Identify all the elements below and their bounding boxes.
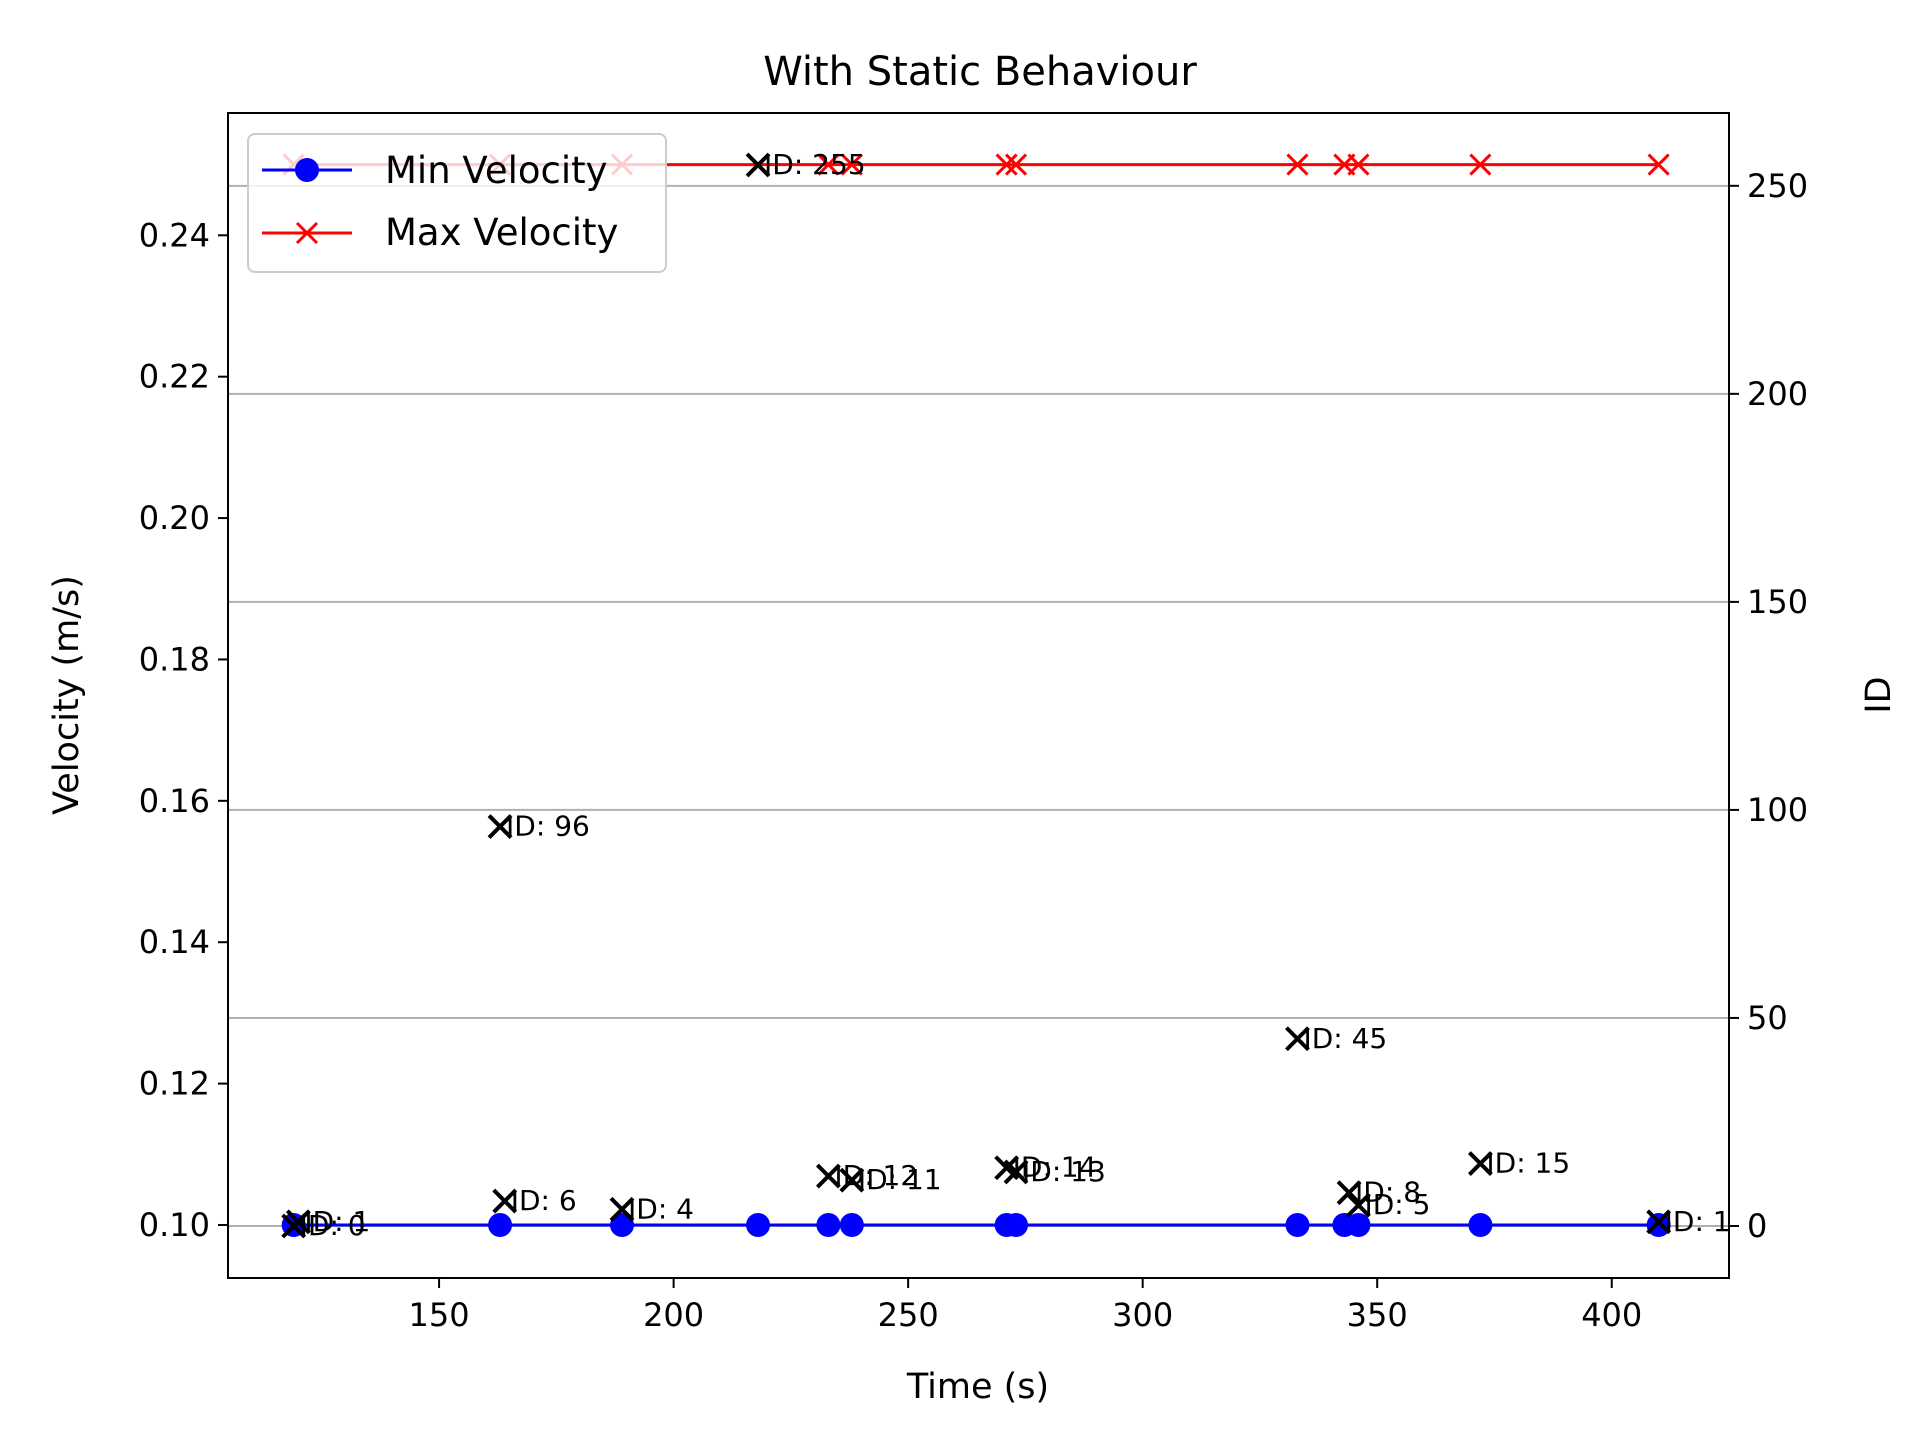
id-point: [1467, 1151, 1493, 1176]
id-point: [492, 1188, 518, 1214]
y-tick-label: 0.10: [139, 1206, 210, 1244]
min-velocity-point: [839, 1212, 864, 1237]
y-tick-label: 0.24: [139, 216, 210, 254]
max-velocity-point: [1004, 153, 1028, 176]
id-point-label: ID: 0: [300, 1209, 366, 1242]
y2-tick-label: 100: [1747, 791, 1808, 829]
y2-tick-label: 150: [1747, 583, 1808, 621]
y-tick-label: 0.16: [139, 782, 210, 820]
min-velocity-point: [1004, 1212, 1029, 1237]
legend: Min Velocity Max Velocity: [247, 133, 667, 273]
y2-tick-label: 0: [1747, 1207, 1767, 1245]
max-velocity-point: [1286, 153, 1309, 176]
id-point: [609, 1196, 635, 1222]
id-point: [1646, 1209, 1672, 1235]
id-point: [487, 814, 513, 839]
id-point-label: ID: 5: [1364, 1188, 1430, 1221]
id-point: [745, 152, 771, 178]
y-tick-label: 0.22: [139, 358, 210, 396]
id-point-label: ID: 14: [1013, 1151, 1097, 1184]
y2-axis-ticks: 0 50 100 150 200 250: [1729, 167, 1808, 1245]
legend-max-label: Max Velocity: [385, 211, 618, 254]
id-point-label: ID: 255: [764, 148, 866, 181]
y-axis-title: Velocity (m/s): [47, 575, 87, 815]
max-velocity-point: [840, 153, 863, 176]
id-point-label: ID: 6: [511, 1184, 577, 1217]
id-point-label: ID: 1: [1665, 1205, 1731, 1238]
id-point: [1346, 1192, 1371, 1218]
legend-max-marker: [295, 221, 319, 245]
min-velocity-point: [816, 1212, 841, 1237]
id-point: [285, 1209, 311, 1235]
y2-tick-label: 50: [1747, 999, 1788, 1037]
legend-min-label: Min Velocity: [385, 149, 608, 192]
legend-box: [247, 133, 667, 273]
id-point-label: ID: 11: [858, 1163, 942, 1196]
y2-axis-title: ID: [1859, 676, 1899, 713]
x-tick-label: 300: [1112, 1296, 1173, 1334]
x-axis-ticks: 150 200 250 300 350 400: [409, 1278, 1642, 1334]
y-tick-label: 0.20: [139, 499, 210, 537]
y-tick-label: 0.18: [139, 640, 210, 678]
id-point-label: ID: 1: [304, 1205, 370, 1238]
plot-frame: [227, 112, 1730, 1279]
x-tick-label: 200: [643, 1296, 704, 1334]
chart-title: With Static Behaviour: [763, 49, 1197, 95]
max-velocity-point: [1347, 153, 1370, 176]
y-tick-label: 0.12: [139, 1065, 210, 1103]
y2-tick-label: 200: [1747, 375, 1808, 413]
y-tick-label: 0.14: [139, 923, 210, 961]
y2-tick-label: 250: [1747, 167, 1808, 205]
max-velocity-point: [1469, 153, 1492, 176]
min-velocity-point: [1285, 1212, 1310, 1237]
id-point-label: ID: 8: [1355, 1176, 1421, 1209]
id-point: [1285, 1026, 1310, 1052]
id-point-label: ID: 15: [1486, 1147, 1570, 1180]
id-point-label: ID: 13: [1022, 1155, 1106, 1188]
x-tick-label: 150: [409, 1296, 470, 1334]
id-point: [1336, 1180, 1362, 1206]
min-velocity-point: [1468, 1212, 1493, 1237]
legend-min-marker: [295, 158, 319, 182]
min-velocity-point: [488, 1212, 513, 1237]
max-velocity-point: [1647, 153, 1670, 176]
y-axis-ticks: 0.10 0.12 0.14 0.16 0.18 0.20 0.22 0.24: [139, 216, 228, 1244]
id-point-label: ID: 4: [628, 1192, 694, 1225]
max-velocity-point: [817, 153, 840, 176]
max-velocity-point: [995, 153, 1018, 176]
min-velocity-point: [1646, 1212, 1671, 1237]
id-point-label: ID: 96: [506, 810, 590, 843]
min-velocity-point: [1346, 1212, 1371, 1237]
id-point: [839, 1167, 865, 1193]
id-point: [815, 1163, 841, 1189]
x-tick-label: 250: [878, 1296, 939, 1334]
x-axis-title: Time (s): [906, 1367, 1049, 1407]
id-point: [1003, 1159, 1029, 1185]
x-tick-label: 400: [1581, 1296, 1642, 1334]
id-point-label: ID: 45: [1303, 1022, 1387, 1055]
x-tick-label: 350: [1347, 1296, 1408, 1334]
min-velocity-point: [610, 1212, 635, 1237]
min-velocity-point: [746, 1212, 771, 1237]
